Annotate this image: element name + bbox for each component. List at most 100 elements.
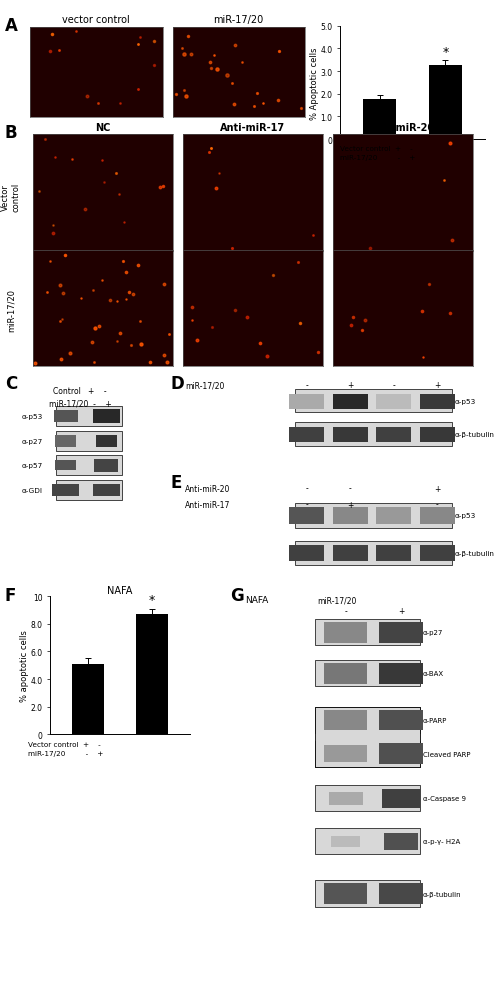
Text: α-p53: α-p53 <box>454 513 476 519</box>
Bar <box>329 792 362 806</box>
Bar <box>376 394 411 409</box>
Bar <box>380 710 422 731</box>
Bar <box>324 622 368 643</box>
Text: *: * <box>442 45 448 58</box>
Text: α-β-tubulin: α-β-tubulin <box>422 890 461 896</box>
Text: +: + <box>398 606 404 615</box>
Text: B: B <box>5 124 18 142</box>
Bar <box>314 619 420 646</box>
Bar <box>333 545 368 562</box>
Bar <box>55 461 76 471</box>
Y-axis label: % apoptotic cells: % apoptotic cells <box>20 630 29 701</box>
Bar <box>420 545 454 562</box>
Bar <box>380 883 422 904</box>
Text: -: - <box>344 606 347 615</box>
Text: E: E <box>170 473 181 491</box>
Text: miR-17/20: miR-17/20 <box>6 289 16 332</box>
Text: miR-17/20: miR-17/20 <box>317 596 356 604</box>
Text: Cleaved PARP: Cleaved PARP <box>422 751 470 757</box>
Text: D: D <box>170 375 184 392</box>
Bar <box>290 428 324 443</box>
Text: α-p57: α-p57 <box>21 462 42 469</box>
Bar <box>324 745 368 762</box>
Text: Control   +    -: Control + - <box>53 387 107 396</box>
Text: -: - <box>349 484 352 493</box>
Bar <box>56 406 122 426</box>
Text: +: + <box>434 484 440 493</box>
Bar <box>56 456 122 476</box>
Bar <box>295 504 452 528</box>
Bar <box>420 508 454 525</box>
Text: α-BAX: α-BAX <box>422 670 444 676</box>
Bar <box>93 484 120 497</box>
Bar <box>72 665 104 735</box>
Text: α-p53: α-p53 <box>454 398 476 405</box>
Text: -: - <box>392 382 395 390</box>
Bar <box>380 710 422 731</box>
Text: +: + <box>347 500 354 509</box>
Bar <box>380 622 422 643</box>
Text: α-p53: α-p53 <box>21 413 42 420</box>
Text: miR-17/20  -    +: miR-17/20 - + <box>48 399 112 408</box>
Text: α-β-tubulin: α-β-tubulin <box>454 431 494 438</box>
Text: NAFA: NAFA <box>245 596 268 604</box>
Bar <box>56 481 122 501</box>
Text: α-PARP: α-PARP <box>422 717 447 724</box>
Bar <box>94 459 118 472</box>
Text: C: C <box>5 375 17 392</box>
Bar <box>96 435 117 448</box>
Text: α-β-tubulin: α-β-tubulin <box>454 550 494 556</box>
Text: -: - <box>306 500 308 509</box>
Text: Vector control  +    -: Vector control + - <box>340 146 413 152</box>
Bar <box>54 410 78 423</box>
Text: F: F <box>5 587 16 604</box>
Text: -: - <box>436 500 438 509</box>
Text: miR-17/20         -    +: miR-17/20 - + <box>28 750 103 756</box>
Bar <box>376 428 411 443</box>
Bar <box>290 545 324 562</box>
Bar <box>429 66 462 140</box>
Bar <box>384 833 418 850</box>
Title: miR-17/20: miR-17/20 <box>214 16 264 26</box>
Bar <box>376 545 411 562</box>
Title: NAFA: NAFA <box>108 586 132 596</box>
Text: miR-17/20: miR-17/20 <box>185 382 224 390</box>
Bar <box>314 828 420 855</box>
Text: Vector control  +    -: Vector control + - <box>28 741 100 747</box>
Text: *: * <box>148 594 155 606</box>
Bar <box>324 710 368 731</box>
Bar <box>314 786 420 811</box>
Bar <box>420 394 454 409</box>
Bar <box>380 743 422 764</box>
Text: -: - <box>306 382 308 390</box>
Text: Anti-miR-20: Anti-miR-20 <box>185 484 230 493</box>
Bar <box>333 394 368 409</box>
Title: Anti-miR-20: Anti-miR-20 <box>370 123 435 133</box>
Bar <box>324 664 368 684</box>
Bar <box>295 389 452 413</box>
Bar <box>333 428 368 443</box>
Bar <box>295 541 452 566</box>
Bar <box>363 101 396 140</box>
Bar <box>324 883 368 904</box>
Bar <box>55 435 76 448</box>
Bar <box>324 710 368 731</box>
Text: Vector
control: Vector control <box>2 182 20 212</box>
Bar <box>56 432 122 452</box>
Text: Anti-miR-17: Anti-miR-17 <box>185 500 230 509</box>
Text: α-p-γ- H2A: α-p-γ- H2A <box>422 838 460 844</box>
Text: +: + <box>347 382 354 390</box>
Bar <box>93 409 120 424</box>
Bar <box>295 422 452 446</box>
Bar <box>314 661 420 686</box>
Text: A: A <box>5 17 18 35</box>
Title: vector control: vector control <box>62 16 130 26</box>
Bar <box>324 745 368 762</box>
Bar <box>314 707 420 734</box>
Bar <box>333 508 368 525</box>
Bar <box>290 508 324 525</box>
Bar <box>314 707 420 767</box>
Bar <box>382 789 420 808</box>
Bar <box>332 836 360 847</box>
Text: G: G <box>230 587 244 604</box>
